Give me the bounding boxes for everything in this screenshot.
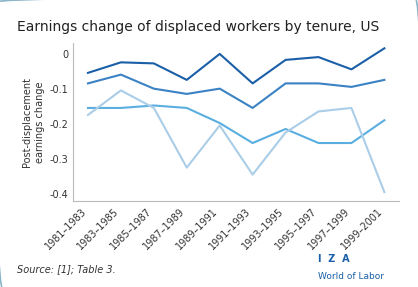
4–10 years — [184, 92, 189, 96]
20+ years — [184, 166, 189, 169]
20+ years — [349, 106, 354, 110]
Text: Source: [1]; Table 3.: Source: [1]; Table 3. — [17, 264, 115, 274]
1–3 years — [250, 82, 255, 85]
Line: 4–10 years: 4–10 years — [88, 75, 385, 108]
20+ years — [151, 106, 156, 110]
Line: 11–20 years: 11–20 years — [88, 106, 385, 143]
1–3 years — [283, 58, 288, 62]
4–10 years — [118, 73, 123, 76]
Line: 1–3 years: 1–3 years — [88, 48, 385, 84]
1–3 years — [217, 52, 222, 56]
11–20 years — [118, 106, 123, 110]
20+ years — [85, 113, 90, 117]
4–10 years — [217, 87, 222, 90]
4–10 years — [250, 106, 255, 110]
20+ years — [118, 89, 123, 92]
4–10 years — [283, 82, 288, 85]
1–3 years — [118, 61, 123, 64]
1–3 years — [382, 46, 387, 50]
1–3 years — [85, 71, 90, 75]
1–3 years — [316, 55, 321, 59]
20+ years — [316, 110, 321, 113]
11–20 years — [382, 119, 387, 122]
Text: I  Z  A: I Z A — [318, 254, 349, 264]
11–20 years — [85, 106, 90, 110]
11–20 years — [250, 141, 255, 145]
11–20 years — [217, 121, 222, 125]
11–20 years — [184, 106, 189, 110]
4–10 years — [316, 82, 321, 85]
11–20 years — [316, 141, 321, 145]
1–3 years — [184, 78, 189, 82]
4–10 years — [85, 82, 90, 85]
1–3 years — [151, 62, 156, 65]
4–10 years — [349, 85, 354, 89]
20+ years — [382, 190, 387, 194]
11–20 years — [283, 127, 288, 131]
4–10 years — [382, 78, 387, 82]
11–20 years — [151, 104, 156, 107]
20+ years — [217, 124, 222, 127]
Text: World of Labor: World of Labor — [318, 272, 384, 281]
Text: Earnings change of displaced workers by tenure, US: Earnings change of displaced workers by … — [17, 20, 379, 34]
11–20 years — [349, 141, 354, 145]
20+ years — [283, 131, 288, 134]
1–3 years — [349, 68, 354, 71]
Line: 20+ years: 20+ years — [88, 90, 385, 192]
4–10 years — [151, 87, 156, 90]
20+ years — [250, 173, 255, 176]
Y-axis label: Post-displacement
earnings change: Post-displacement earnings change — [22, 77, 45, 167]
